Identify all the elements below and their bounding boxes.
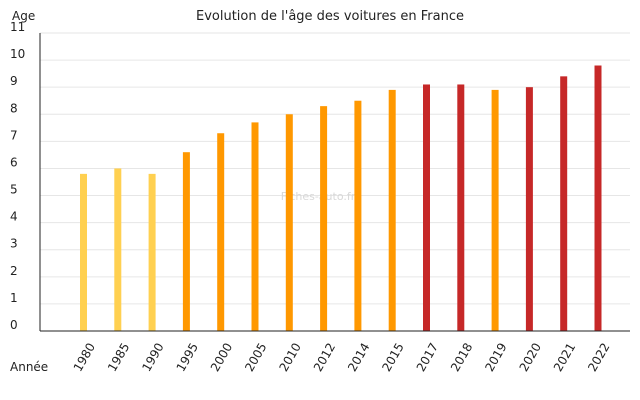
y-tick-label: 2 [10, 264, 18, 278]
x-tick-labels: 1980 1985 1990 1995 2000 2005 2010 2012 2014 2015… [71, 340, 613, 373]
bar-1985 [114, 168, 122, 331]
x-tick-label: 2000 [208, 341, 235, 374]
bar-2015 [388, 89, 396, 332]
x-axis-title: Année [10, 360, 48, 374]
bar-2000 [217, 133, 225, 331]
y-tick-label: 6 [10, 155, 18, 169]
y-tick-label: 5 [10, 183, 18, 197]
bar-1980 [80, 173, 87, 331]
y-axis-title: Age [12, 9, 35, 23]
x-tick-label: 1980 [71, 341, 98, 374]
y-tick-labels: 0 1 2 3 4 5 6 7 8 9 10 11 [10, 20, 25, 332]
y-tick-label: 1 [10, 291, 18, 305]
bar-2019 [491, 89, 499, 332]
x-tick-label: 2022 [585, 341, 612, 374]
x-tick-label: 2018 [448, 341, 475, 374]
bar-2017 [423, 84, 430, 332]
y-tick-label: 10 [10, 47, 25, 61]
x-tick-label: 2020 [517, 341, 544, 374]
bar-2022 [594, 65, 602, 331]
y-tick-label: 4 [10, 210, 18, 224]
y-tick-label: 11 [10, 20, 25, 34]
bar-1990 [148, 173, 156, 331]
x-tick-label: 2019 [482, 340, 509, 373]
grid-lines [40, 32, 630, 305]
bar-2014 [354, 100, 362, 332]
bar-2005 [251, 122, 259, 332]
bar-2012 [320, 106, 328, 332]
bar-2010 [285, 114, 293, 331]
x-tick-label: 2017 [414, 341, 441, 374]
y-tick-label: 0 [10, 318, 18, 332]
x-tick-label: 2010 [277, 341, 304, 374]
bar-1995 [182, 152, 190, 331]
x-tick-label: 1990 [139, 341, 166, 374]
bar-2021 [560, 76, 568, 331]
x-tick-label: 2014 [345, 341, 372, 374]
x-tick-label: 2005 [242, 341, 269, 374]
x-tick-label: 2015 [379, 341, 406, 374]
y-tick-label: 3 [10, 237, 18, 251]
chart-title: Evolution de l'âge des voitures en Franc… [196, 9, 464, 24]
x-tick-label: 1995 [174, 341, 201, 374]
x-tick-label: 2012 [311, 341, 338, 374]
x-tick-label: 1985 [105, 341, 132, 374]
y-tick-label: 9 [10, 74, 18, 88]
watermark: Fiches-auto.fr [281, 190, 356, 203]
bar-2018 [457, 84, 465, 332]
bar-2020 [525, 87, 533, 331]
y-tick-label: 7 [10, 128, 18, 142]
x-tick-label: 2021 [551, 341, 578, 374]
y-tick-label: 8 [10, 101, 18, 115]
bars [80, 65, 602, 332]
